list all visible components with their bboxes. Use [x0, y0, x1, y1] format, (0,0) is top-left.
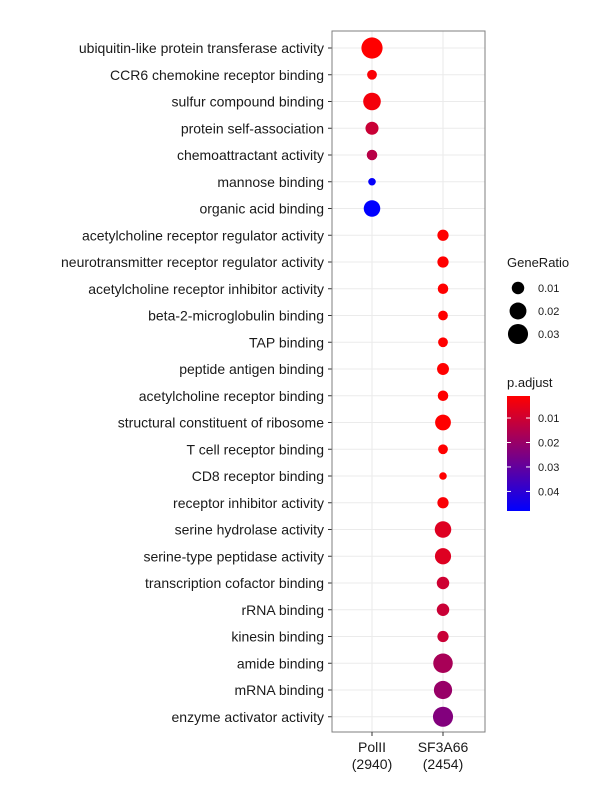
y-tick-label: ubiquitin-like protein transferase activ… — [79, 40, 324, 56]
point-sf3a66-beta-2-microglobulin-binding — [438, 310, 448, 321]
p-adjust-legend: p.adjust 0.01 0.02 0.03 0.04 — [507, 375, 559, 511]
size-legend-label: 0.02 — [538, 306, 559, 318]
y-tick-label: structural constituent of ribosome — [118, 415, 324, 431]
size-legend-key — [507, 323, 529, 345]
size-legend-key — [511, 281, 525, 295]
point-sf3a66-tap-binding — [438, 337, 448, 348]
size-legend-title: GeneRatio — [507, 255, 569, 270]
point-sf3a66-amide-binding — [433, 653, 453, 673]
point-sf3a66-receptor-inhibitor-activity — [437, 497, 449, 509]
x-tick-sublabel: (2454) — [423, 756, 463, 772]
y-tick-label: acetylcholine receptor inhibitor activit… — [88, 281, 324, 297]
point-sf3a66-acetylcholine-receptor-inhibitor-activity — [437, 283, 449, 295]
point-sf3a66-peptide-antigen-binding — [437, 363, 449, 375]
point-polii-ccr6-chemokine-receptor-binding — [367, 69, 377, 80]
x-tick-label: PolII — [358, 739, 386, 755]
y-tick-label: sulfur compound binding — [171, 94, 324, 110]
point-sf3a66-neurotransmitter-receptor-regulator-activity — [437, 256, 449, 268]
y-tick-label: peptide antigen binding — [179, 361, 324, 377]
point-sf3a66-acetylcholine-receptor-regulator-activity — [437, 229, 449, 241]
y-tick-label: CD8 receptor binding — [192, 468, 324, 484]
x-tick-label: SF3A66 — [418, 739, 469, 755]
y-tick-label: rRNA binding — [242, 602, 325, 618]
y-tick-label: beta-2-microglobulin binding — [148, 308, 324, 324]
point-polii-sulfur-compound-binding — [363, 92, 381, 111]
color-legend-title: p.adjust — [507, 375, 553, 390]
generatio-legend: GeneRatio 0.01 0.02 0.03 — [507, 255, 569, 345]
point-sf3a66-transcription-cofactor-binding — [436, 576, 450, 590]
y-tick-label: mannose binding — [217, 174, 324, 190]
y-tick-label: serine hydrolase activity — [175, 522, 324, 538]
y-tick-label: organic acid binding — [199, 201, 324, 217]
point-polii-ubiquitin-like-protein-transferase-activity — [361, 37, 383, 59]
point-sf3a66-serine-hydrolase-activity — [434, 521, 452, 538]
y-tick-label: transcription cofactor binding — [145, 575, 324, 591]
y-tick-label: TAP binding — [249, 334, 324, 350]
y-tick-label: protein self-association — [181, 120, 324, 136]
point-polii-chemoattractant-activity — [366, 149, 378, 161]
y-tick-label: receptor inhibitor activity — [173, 495, 324, 511]
point-sf3a66-mrna-binding — [433, 680, 453, 700]
y-tick-label: neurotransmitter receptor regulator acti… — [61, 254, 324, 270]
point-polii-protein-self-association — [365, 121, 379, 135]
y-tick-label: T cell receptor binding — [187, 441, 324, 457]
point-sf3a66-serine-type-peptidase-activity — [434, 548, 452, 565]
point-sf3a66-cd8-receptor-binding — [439, 472, 447, 480]
point-sf3a66-enzyme-activator-activity — [432, 706, 454, 727]
color-legend-label: 0.02 — [538, 437, 559, 449]
y-tick-label: acetylcholine receptor regulator activit… — [82, 227, 324, 243]
y-tick-label: amide binding — [237, 655, 324, 671]
size-legend-key — [509, 302, 527, 320]
point-polii-mannose-binding — [368, 177, 376, 186]
y-tick-label: enzyme activator activity — [172, 709, 325, 725]
grid-lines — [332, 31, 485, 732]
y-tick-label: mRNA binding — [235, 682, 325, 698]
point-sf3a66-acetylcholine-receptor-binding — [437, 390, 449, 402]
point-sf3a66-t-cell-receptor-binding — [438, 444, 448, 455]
size-legend-label: 0.01 — [538, 283, 559, 295]
point-polii-organic-acid-binding — [363, 200, 381, 217]
point-sf3a66-kinesin-binding — [437, 630, 449, 643]
x-axis: PolII(2940) SF3A66(2454) — [352, 732, 469, 772]
color-legend-label: 0.01 — [538, 413, 559, 425]
y-axis-ticks — [328, 47, 332, 718]
plot-panel — [331, 30, 486, 733]
y-tick-label: serine-type peptidase activity — [143, 548, 324, 564]
color-legend-bar — [507, 396, 530, 511]
y-tick-label: chemoattractant activity — [177, 147, 324, 163]
size-legend-label: 0.03 — [538, 329, 559, 341]
data-points — [361, 37, 454, 727]
point-sf3a66-rrna-binding — [436, 603, 450, 616]
x-tick-sublabel: (2940) — [352, 756, 392, 772]
y-tick-label: kinesin binding — [231, 629, 324, 645]
y-tick-label: acetylcholine receptor binding — [139, 388, 324, 404]
y-tick-label: CCR6 chemokine receptor binding — [110, 67, 324, 83]
color-legend-label: 0.04 — [538, 486, 559, 498]
y-axis-labels: ubiquitin-like protein transferase activ… — [61, 40, 324, 725]
point-sf3a66-structural-constituent-of-ribosome — [435, 414, 451, 431]
color-legend-label: 0.03 — [538, 462, 559, 474]
